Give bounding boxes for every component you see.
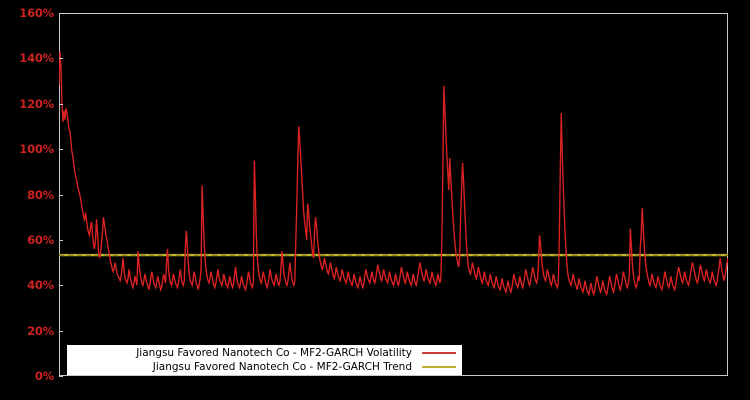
y-axis-tick-mark — [59, 285, 63, 287]
y-axis-tick-160%: 160% — [19, 6, 54, 20]
y-axis-tick-mark — [59, 376, 63, 377]
y-axis-tick-mark — [59, 330, 63, 332]
y-axis-tick-60%: 60% — [27, 232, 54, 247]
y-axis-tick-mark — [59, 13, 63, 14]
trend-swatch-icon — [422, 366, 456, 368]
y-axis-tick-mark — [59, 239, 63, 241]
y-axis-tick-20%: 20% — [27, 323, 54, 338]
y-axis-tick-80%: 80% — [27, 187, 54, 202]
y-axis-tick-0%: 0% — [34, 369, 54, 383]
volatility-swatch-icon — [422, 352, 456, 354]
y-axis-tick-40%: 40% — [27, 278, 54, 293]
legend-label-trend: Jiangsu Favored Nanotech Co - MF2-GARCH … — [152, 361, 412, 373]
chart-legend: Jiangsu Favored Nanotech Co - MF2-GARCH … — [67, 345, 462, 375]
y-axis-tick-mark — [59, 149, 63, 151]
plot-area — [59, 13, 728, 376]
y-axis-tick-mark — [59, 103, 63, 105]
series-canvas — [59, 51, 728, 297]
legend-item-volatility: Jiangsu Favored Nanotech Co - MF2-GARCH … — [67, 346, 462, 360]
y-axis-tick-140%: 140% — [19, 51, 54, 66]
legend-label-volatility: Jiangsu Favored Nanotech Co - MF2-GARCH … — [136, 347, 412, 359]
y-axis-tick-100%: 100% — [19, 142, 54, 157]
y-axis-tick-labels: 0% 20% 40% 60% 80% 100% 120% 140% 160% — [0, 0, 54, 400]
y-axis-tick-mark — [59, 194, 63, 196]
legend-item-trend: Jiangsu Favored Nanotech Co - MF2-GARCH … — [67, 360, 462, 374]
y-axis-tick-120%: 120% — [19, 96, 54, 111]
y-axis-tick-mark — [59, 58, 63, 60]
volatility-line — [59, 51, 728, 297]
